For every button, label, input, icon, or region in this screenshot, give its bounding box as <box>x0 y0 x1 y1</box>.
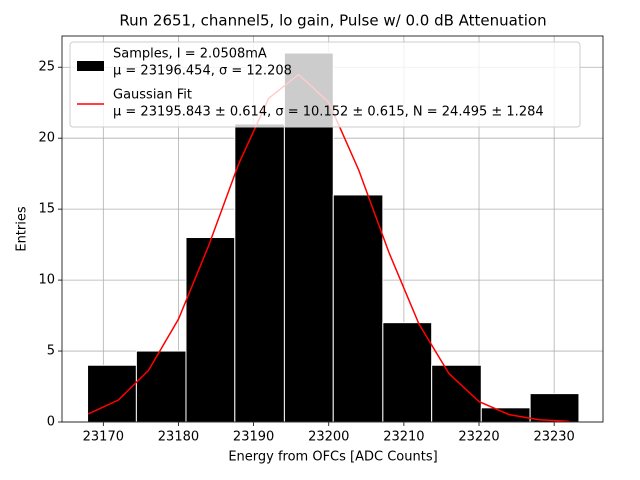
legend-box <box>69 41 581 128</box>
legend-stats: μ = 23195.843 ± 0.614, σ = 10.152 ± 0.61… <box>113 105 544 120</box>
y-tick-label: 25 <box>38 60 55 75</box>
plot-frame <box>61 35 604 423</box>
legend-swatch <box>77 61 104 71</box>
bar <box>382 322 433 423</box>
x-tick-label: 23180 <box>158 430 199 445</box>
x-axis-label: Energy from OFCs [ADC Counts] <box>228 450 437 465</box>
x-tick-label: 23170 <box>83 430 124 445</box>
y-tick-label: 0 <box>47 415 55 430</box>
y-tick-label: 15 <box>38 202 55 217</box>
bar <box>480 407 531 423</box>
x-tick-label: 23190 <box>233 430 274 445</box>
bar <box>135 350 187 423</box>
legend-label: Samples, I = 2.0508mA <box>113 47 267 62</box>
bar <box>529 393 580 423</box>
x-tick-label: 23210 <box>383 430 424 445</box>
x-tick-label: 23230 <box>533 430 574 445</box>
bar <box>431 364 482 423</box>
bar <box>332 194 384 423</box>
y-tick-label: 10 <box>38 273 55 288</box>
bar <box>234 123 285 423</box>
legend-stats: μ = 23196.454, σ = 12.208 <box>113 64 292 79</box>
bar <box>87 364 137 423</box>
bar <box>185 237 236 423</box>
y-tick-label: 20 <box>38 131 55 146</box>
y-axis-label: Entries <box>15 206 30 252</box>
x-tick-label: 23200 <box>308 430 349 445</box>
chart-title: Run 2651, channel5, lo gain, Pulse w/ 0.… <box>119 12 546 30</box>
legend-label: Gaussian Fit <box>113 88 192 103</box>
x-tick-label: 23220 <box>458 430 499 445</box>
y-tick-label: 5 <box>47 344 55 359</box>
